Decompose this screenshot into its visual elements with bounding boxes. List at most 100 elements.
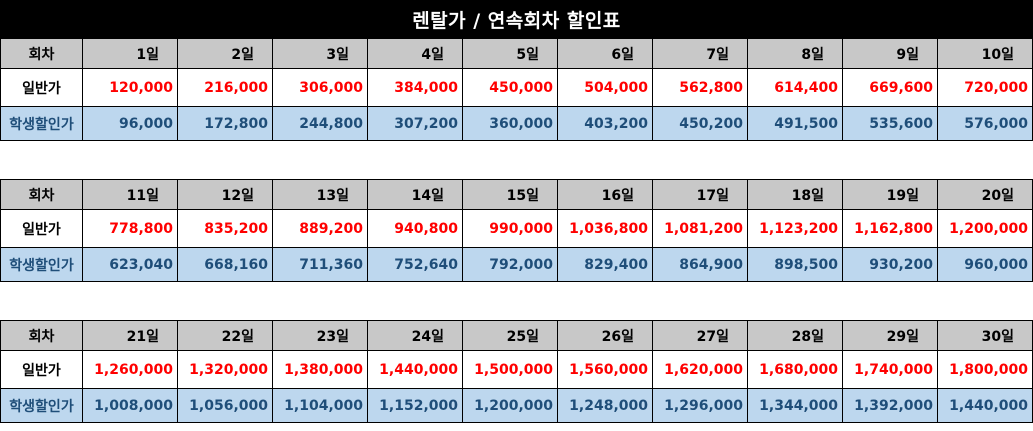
session-header-row: 회차 1일 2일 3일 4일 5일 6일 7일 8일 9일 10일 [0, 38, 1033, 69]
day-cell: 14일 [367, 179, 463, 210]
student-price-row: 학생할인가 623,040 668,160 711,360 752,640 79… [0, 247, 1033, 282]
session-header-row: 회차 21일 22일 23일 24일 25일 26일 27일 28일 29일 3… [0, 320, 1033, 351]
regular-price-label: 일반가 [0, 350, 83, 389]
student-price-cell: 792,000 [462, 247, 558, 282]
regular-price-cell: 1,800,000 [937, 350, 1033, 389]
day-cell: 30일 [937, 320, 1033, 351]
student-price-cell: 1,056,000 [177, 388, 273, 423]
student-price-cell: 1,200,000 [462, 388, 558, 423]
regular-price-cell: 720,000 [937, 68, 1033, 107]
student-price-cell: 864,900 [652, 247, 748, 282]
day-cell: 16일 [557, 179, 653, 210]
regular-price-cell: 614,400 [747, 68, 843, 107]
regular-price-cell: 384,000 [367, 68, 463, 107]
student-price-cell: 307,200 [367, 106, 463, 141]
regular-price-row: 일반가 1,260,000 1,320,000 1,380,000 1,440,… [0, 350, 1033, 389]
day-cell: 23일 [272, 320, 368, 351]
regular-price-cell: 1,200,000 [937, 209, 1033, 248]
regular-price-cell: 306,000 [272, 68, 368, 107]
regular-price-cell: 835,200 [177, 209, 273, 248]
regular-price-cell: 1,260,000 [82, 350, 178, 389]
day-cell: 20일 [937, 179, 1033, 210]
day-cell: 5일 [462, 38, 558, 69]
regular-price-cell: 889,200 [272, 209, 368, 248]
day-cell: 25일 [462, 320, 558, 351]
day-cell: 24일 [367, 320, 463, 351]
regular-price-cell: 450,000 [462, 68, 558, 107]
regular-price-cell: 1,036,800 [557, 209, 653, 248]
regular-price-cell: 1,620,000 [652, 350, 748, 389]
student-price-cell: 172,800 [177, 106, 273, 141]
price-table-days-21-30: 회차 21일 22일 23일 24일 25일 26일 27일 28일 29일 3… [0, 320, 1033, 423]
day-cell: 29일 [842, 320, 938, 351]
student-price-cell: 898,500 [747, 247, 843, 282]
regular-price-label: 일반가 [0, 68, 83, 107]
day-cell: 7일 [652, 38, 748, 69]
regular-price-cell: 1,500,000 [462, 350, 558, 389]
day-cell: 15일 [462, 179, 558, 210]
student-price-cell: 1,008,000 [82, 388, 178, 423]
session-header-row: 회차 11일 12일 13일 14일 15일 16일 17일 18일 19일 2… [0, 179, 1033, 210]
day-cell: 3일 [272, 38, 368, 69]
student-price-cell: 960,000 [937, 247, 1033, 282]
student-price-cell: 360,000 [462, 106, 558, 141]
student-price-cell: 1,152,000 [367, 388, 463, 423]
student-price-cell: 623,040 [82, 247, 178, 282]
sheet-title: 렌탈가 / 연속회차 할인표 [0, 0, 1033, 38]
day-cell: 13일 [272, 179, 368, 210]
student-price-cell: 1,344,000 [747, 388, 843, 423]
regular-price-cell: 1,680,000 [747, 350, 843, 389]
student-price-cell: 1,392,000 [842, 388, 938, 423]
regular-price-row: 일반가 120,000 216,000 306,000 384,000 450,… [0, 68, 1033, 107]
student-price-cell: 535,600 [842, 106, 938, 141]
day-cell: 22일 [177, 320, 273, 351]
student-price-cell: 491,500 [747, 106, 843, 141]
student-price-label: 학생할인가 [0, 247, 83, 282]
student-price-cell: 1,104,000 [272, 388, 368, 423]
student-price-cell: 576,000 [937, 106, 1033, 141]
day-cell: 9일 [842, 38, 938, 69]
day-cell: 4일 [367, 38, 463, 69]
regular-price-cell: 990,000 [462, 209, 558, 248]
day-cell: 10일 [937, 38, 1033, 69]
day-cell: 11일 [82, 179, 178, 210]
student-price-cell: 668,160 [177, 247, 273, 282]
regular-price-cell: 120,000 [82, 68, 178, 107]
day-cell: 19일 [842, 179, 938, 210]
student-price-row: 학생할인가 1,008,000 1,056,000 1,104,000 1,15… [0, 388, 1033, 423]
student-price-cell: 1,296,000 [652, 388, 748, 423]
regular-price-cell: 940,800 [367, 209, 463, 248]
day-cell: 1일 [82, 38, 178, 69]
regular-price-cell: 669,600 [842, 68, 938, 107]
regular-price-cell: 1,320,000 [177, 350, 273, 389]
day-cell: 17일 [652, 179, 748, 210]
day-cell: 21일 [82, 320, 178, 351]
regular-price-label: 일반가 [0, 209, 83, 248]
student-price-cell: 244,800 [272, 106, 368, 141]
student-price-cell: 1,248,000 [557, 388, 653, 423]
regular-price-cell: 1,440,000 [367, 350, 463, 389]
session-label: 회차 [0, 38, 83, 69]
regular-price-cell: 1,162,800 [842, 209, 938, 248]
regular-price-cell: 1,740,000 [842, 350, 938, 389]
day-cell: 26일 [557, 320, 653, 351]
student-price-label: 학생할인가 [0, 388, 83, 423]
price-table-days-1-10: 회차 1일 2일 3일 4일 5일 6일 7일 8일 9일 10일 일반가 12… [0, 38, 1033, 141]
regular-price-cell: 1,560,000 [557, 350, 653, 389]
student-price-cell: 1,440,000 [937, 388, 1033, 423]
regular-price-cell: 1,081,200 [652, 209, 748, 248]
day-cell: 27일 [652, 320, 748, 351]
student-price-label: 학생할인가 [0, 106, 83, 141]
regular-price-cell: 216,000 [177, 68, 273, 107]
session-label: 회차 [0, 320, 83, 351]
student-price-cell: 711,360 [272, 247, 368, 282]
day-cell: 8일 [747, 38, 843, 69]
student-price-cell: 403,200 [557, 106, 653, 141]
day-cell: 2일 [177, 38, 273, 69]
regular-price-cell: 778,800 [82, 209, 178, 248]
student-price-cell: 450,200 [652, 106, 748, 141]
regular-price-cell: 562,800 [652, 68, 748, 107]
day-cell: 28일 [747, 320, 843, 351]
student-price-cell: 930,200 [842, 247, 938, 282]
